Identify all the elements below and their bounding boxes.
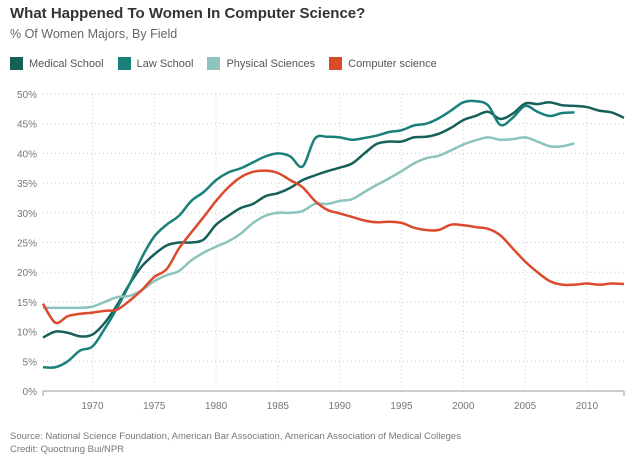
legend-swatch — [117, 57, 131, 70]
x-tick-label: 1975 — [143, 401, 166, 412]
legend-item-computer-science: Computer science — [329, 57, 437, 70]
y-tick-label: 20% — [17, 268, 37, 279]
x-tick-label: 1995 — [390, 401, 413, 412]
x-tick-label: 1990 — [329, 401, 352, 412]
y-tick-label: 5% — [23, 357, 38, 368]
line-chart: 0% 5% 10% 15% 20% 25% 30% 35% 40% 45% 50% 1970 1975 1… — [17, 90, 625, 412]
legend-label: Law School — [136, 57, 194, 70]
source-note: Source: National Science Foundation, Ame… — [10, 431, 461, 442]
legend-swatch — [207, 57, 221, 70]
series-line-medical-school — [42, 101, 625, 339]
legend-swatch — [10, 57, 23, 70]
y-tick-label: 45% — [17, 120, 37, 131]
y-tick-label: 15% — [17, 298, 37, 309]
y-tick-label: 10% — [17, 328, 37, 339]
series-line-physical-sciences — [43, 136, 575, 310]
series-line-computer-science — [41, 169, 625, 325]
y-tick-label: 35% — [17, 179, 37, 190]
y-tick-label: 40% — [17, 149, 37, 160]
x-tick-label: 1970 — [81, 401, 104, 412]
x-tick-label: 1980 — [205, 401, 228, 412]
x-tick-label: 2000 — [452, 401, 475, 412]
x-tick-label: 2005 — [514, 401, 537, 412]
y-tick-label: 25% — [17, 239, 37, 250]
legend-swatch — [329, 57, 343, 70]
legend-item-law-school: Law School — [117, 57, 194, 70]
credit-note: Credit: Quoctrung Bui/NPR — [10, 444, 125, 455]
y-tick-label: 0% — [23, 387, 38, 398]
legend-label: Physical Sciences — [226, 57, 316, 70]
legend-item-physical-sciences: Physical Sciences — [207, 57, 315, 70]
legend-label: Computer science — [348, 57, 437, 70]
y-tick-label: 50% — [17, 90, 37, 101]
legend: Medical School Law School Physical Scien… — [10, 57, 437, 70]
x-tick-label: 2010 — [576, 401, 599, 412]
y-tick-label: 30% — [17, 209, 37, 220]
legend-label: Medical School — [29, 57, 104, 70]
x-tick-label: 1985 — [267, 401, 290, 412]
legend-item-medical-school: Medical School — [10, 57, 104, 70]
footer: Source: National Science Foundation, Ame… — [10, 430, 461, 456]
chart-subtitle: % Of Women Majors, By Field — [10, 27, 178, 41]
chart-title: What Happened To Women In Computer Scien… — [10, 5, 366, 22]
series-line-law-school — [42, 99, 575, 369]
